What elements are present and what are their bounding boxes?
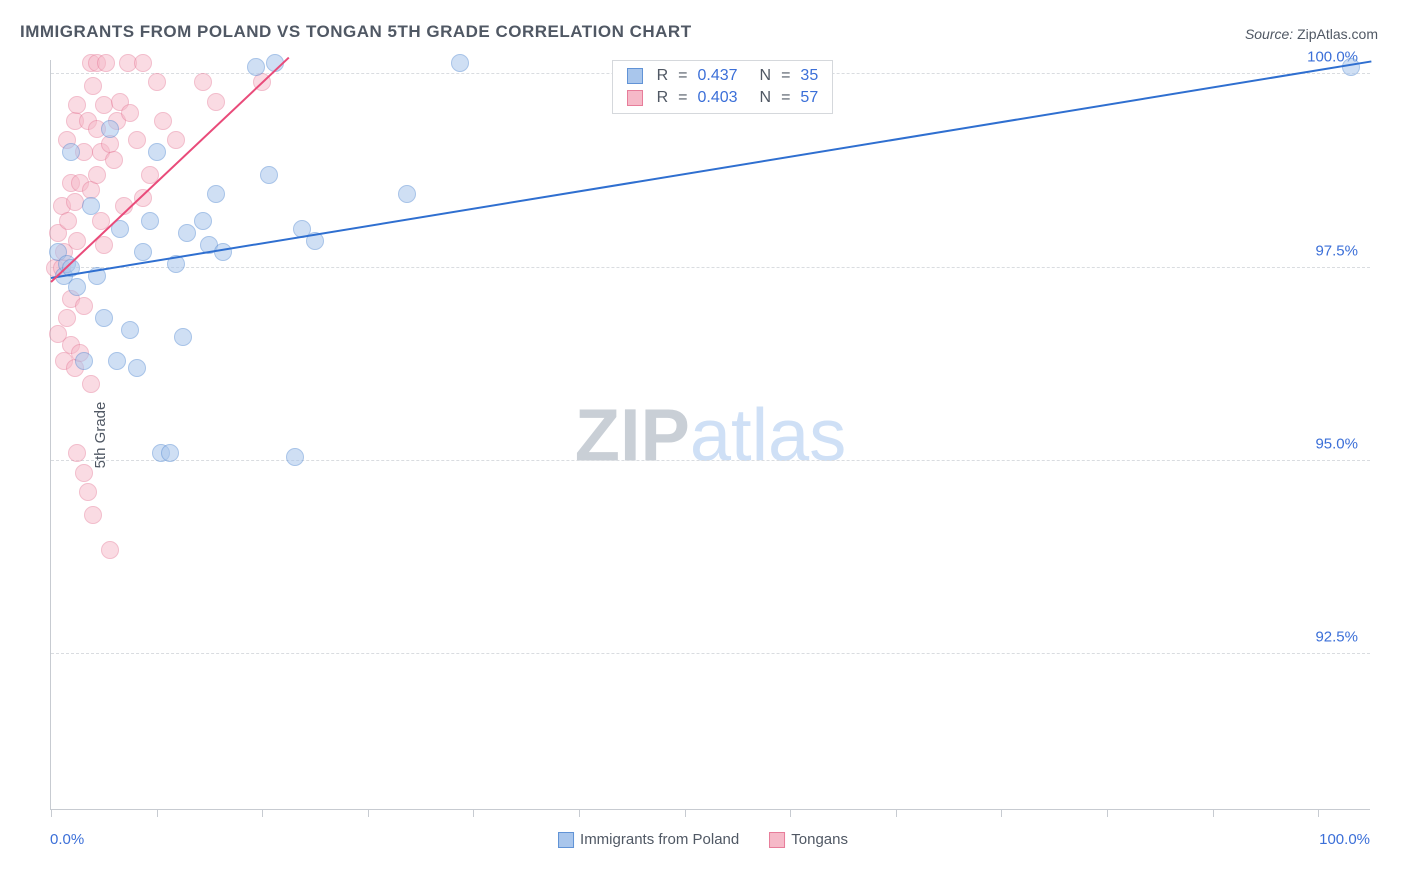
x-tick: [685, 809, 686, 817]
x-tick: [1107, 809, 1108, 817]
scatter-point: [84, 77, 102, 95]
legend-item: Tongans: [769, 831, 848, 848]
scatter-point: [101, 120, 119, 138]
correlation-legend-row: R=0.437N=35: [627, 67, 819, 85]
x-tick: [1001, 809, 1002, 817]
y-axis-label: 5th Grade: [92, 401, 109, 468]
scatter-point: [62, 143, 80, 161]
correlation-legend: R=0.437N=35 R=0.403N=57: [612, 60, 834, 114]
scatter-point: [68, 232, 86, 250]
scatter-point: [97, 54, 115, 72]
chart-title: IMMIGRANTS FROM POLAND VS TONGAN 5TH GRA…: [20, 22, 692, 42]
y-tick-label: 92.5%: [1315, 629, 1358, 646]
x-axis-max-label: 100.0%: [1319, 831, 1370, 848]
source-value: ZipAtlas.com: [1297, 26, 1378, 42]
scatter-point: [174, 328, 192, 346]
scatter-point: [167, 131, 185, 149]
scatter-point: [148, 143, 166, 161]
x-tick: [1318, 809, 1319, 817]
scatter-point: [121, 321, 139, 339]
scatter-point: [451, 54, 469, 72]
source-attribution: Source: ZipAtlas.com: [1245, 26, 1378, 42]
legend-swatch: [558, 832, 574, 848]
y-tick-label: 95.0%: [1315, 436, 1358, 453]
scatter-point: [214, 243, 232, 261]
scatter-point: [75, 352, 93, 370]
scatter-point: [59, 212, 77, 230]
scatter-point: [247, 58, 265, 76]
scatter-point: [128, 359, 146, 377]
scatter-point: [121, 104, 139, 122]
scatter-point: [84, 506, 102, 524]
legend-bottom: Immigrants from Poland Tongans: [558, 831, 848, 848]
scatter-point: [161, 444, 179, 462]
scatter-point: [286, 448, 304, 466]
scatter-point: [194, 73, 212, 91]
scatter-point: [154, 112, 172, 130]
scatter-point: [207, 93, 225, 111]
x-tick: [790, 809, 791, 817]
scatter-point: [68, 444, 86, 462]
scatter-point: [101, 541, 119, 559]
x-tick: [473, 809, 474, 817]
scatter-point: [108, 352, 126, 370]
scatter-point: [194, 212, 212, 230]
plot-area: 5th Grade ZIPatlas 92.5%95.0%97.5%100.0%…: [50, 60, 1370, 810]
gridline-h: [51, 267, 1370, 268]
scatter-point: [128, 131, 146, 149]
scatter-point: [260, 166, 278, 184]
scatter-point: [398, 185, 416, 203]
source-label: Source:: [1245, 26, 1293, 42]
x-tick: [262, 809, 263, 817]
scatter-point: [68, 278, 86, 296]
scatter-point: [75, 464, 93, 482]
scatter-point: [79, 483, 97, 501]
x-tick: [896, 809, 897, 817]
x-tick: [157, 809, 158, 817]
legend-swatch: [769, 832, 785, 848]
scatter-point: [134, 243, 152, 261]
x-axis-min-label: 0.0%: [50, 831, 84, 848]
scatter-point: [75, 297, 93, 315]
scatter-point: [178, 224, 196, 242]
y-tick-label: 97.5%: [1315, 242, 1358, 259]
x-tick: [368, 809, 369, 817]
watermark: ZIPatlas: [575, 392, 846, 477]
scatter-point: [95, 309, 113, 327]
scatter-point: [82, 375, 100, 393]
legend-item: Immigrants from Poland: [558, 831, 739, 848]
scatter-point: [82, 197, 100, 215]
watermark-light: atlas: [690, 393, 846, 476]
gridline-h: [51, 460, 1370, 461]
x-tick: [1213, 809, 1214, 817]
gridline-h: [51, 653, 1370, 654]
x-tick: [51, 809, 52, 817]
scatter-point: [148, 73, 166, 91]
x-tick: [579, 809, 580, 817]
scatter-point: [207, 185, 225, 203]
watermark-bold: ZIP: [575, 393, 690, 476]
scatter-point: [58, 309, 76, 327]
scatter-point: [88, 166, 106, 184]
legend-swatch: [627, 68, 643, 84]
correlation-legend-row: R=0.403N=57: [627, 89, 819, 107]
scatter-point: [134, 54, 152, 72]
scatter-point: [141, 212, 159, 230]
legend-swatch: [627, 90, 643, 106]
scatter-point: [105, 151, 123, 169]
